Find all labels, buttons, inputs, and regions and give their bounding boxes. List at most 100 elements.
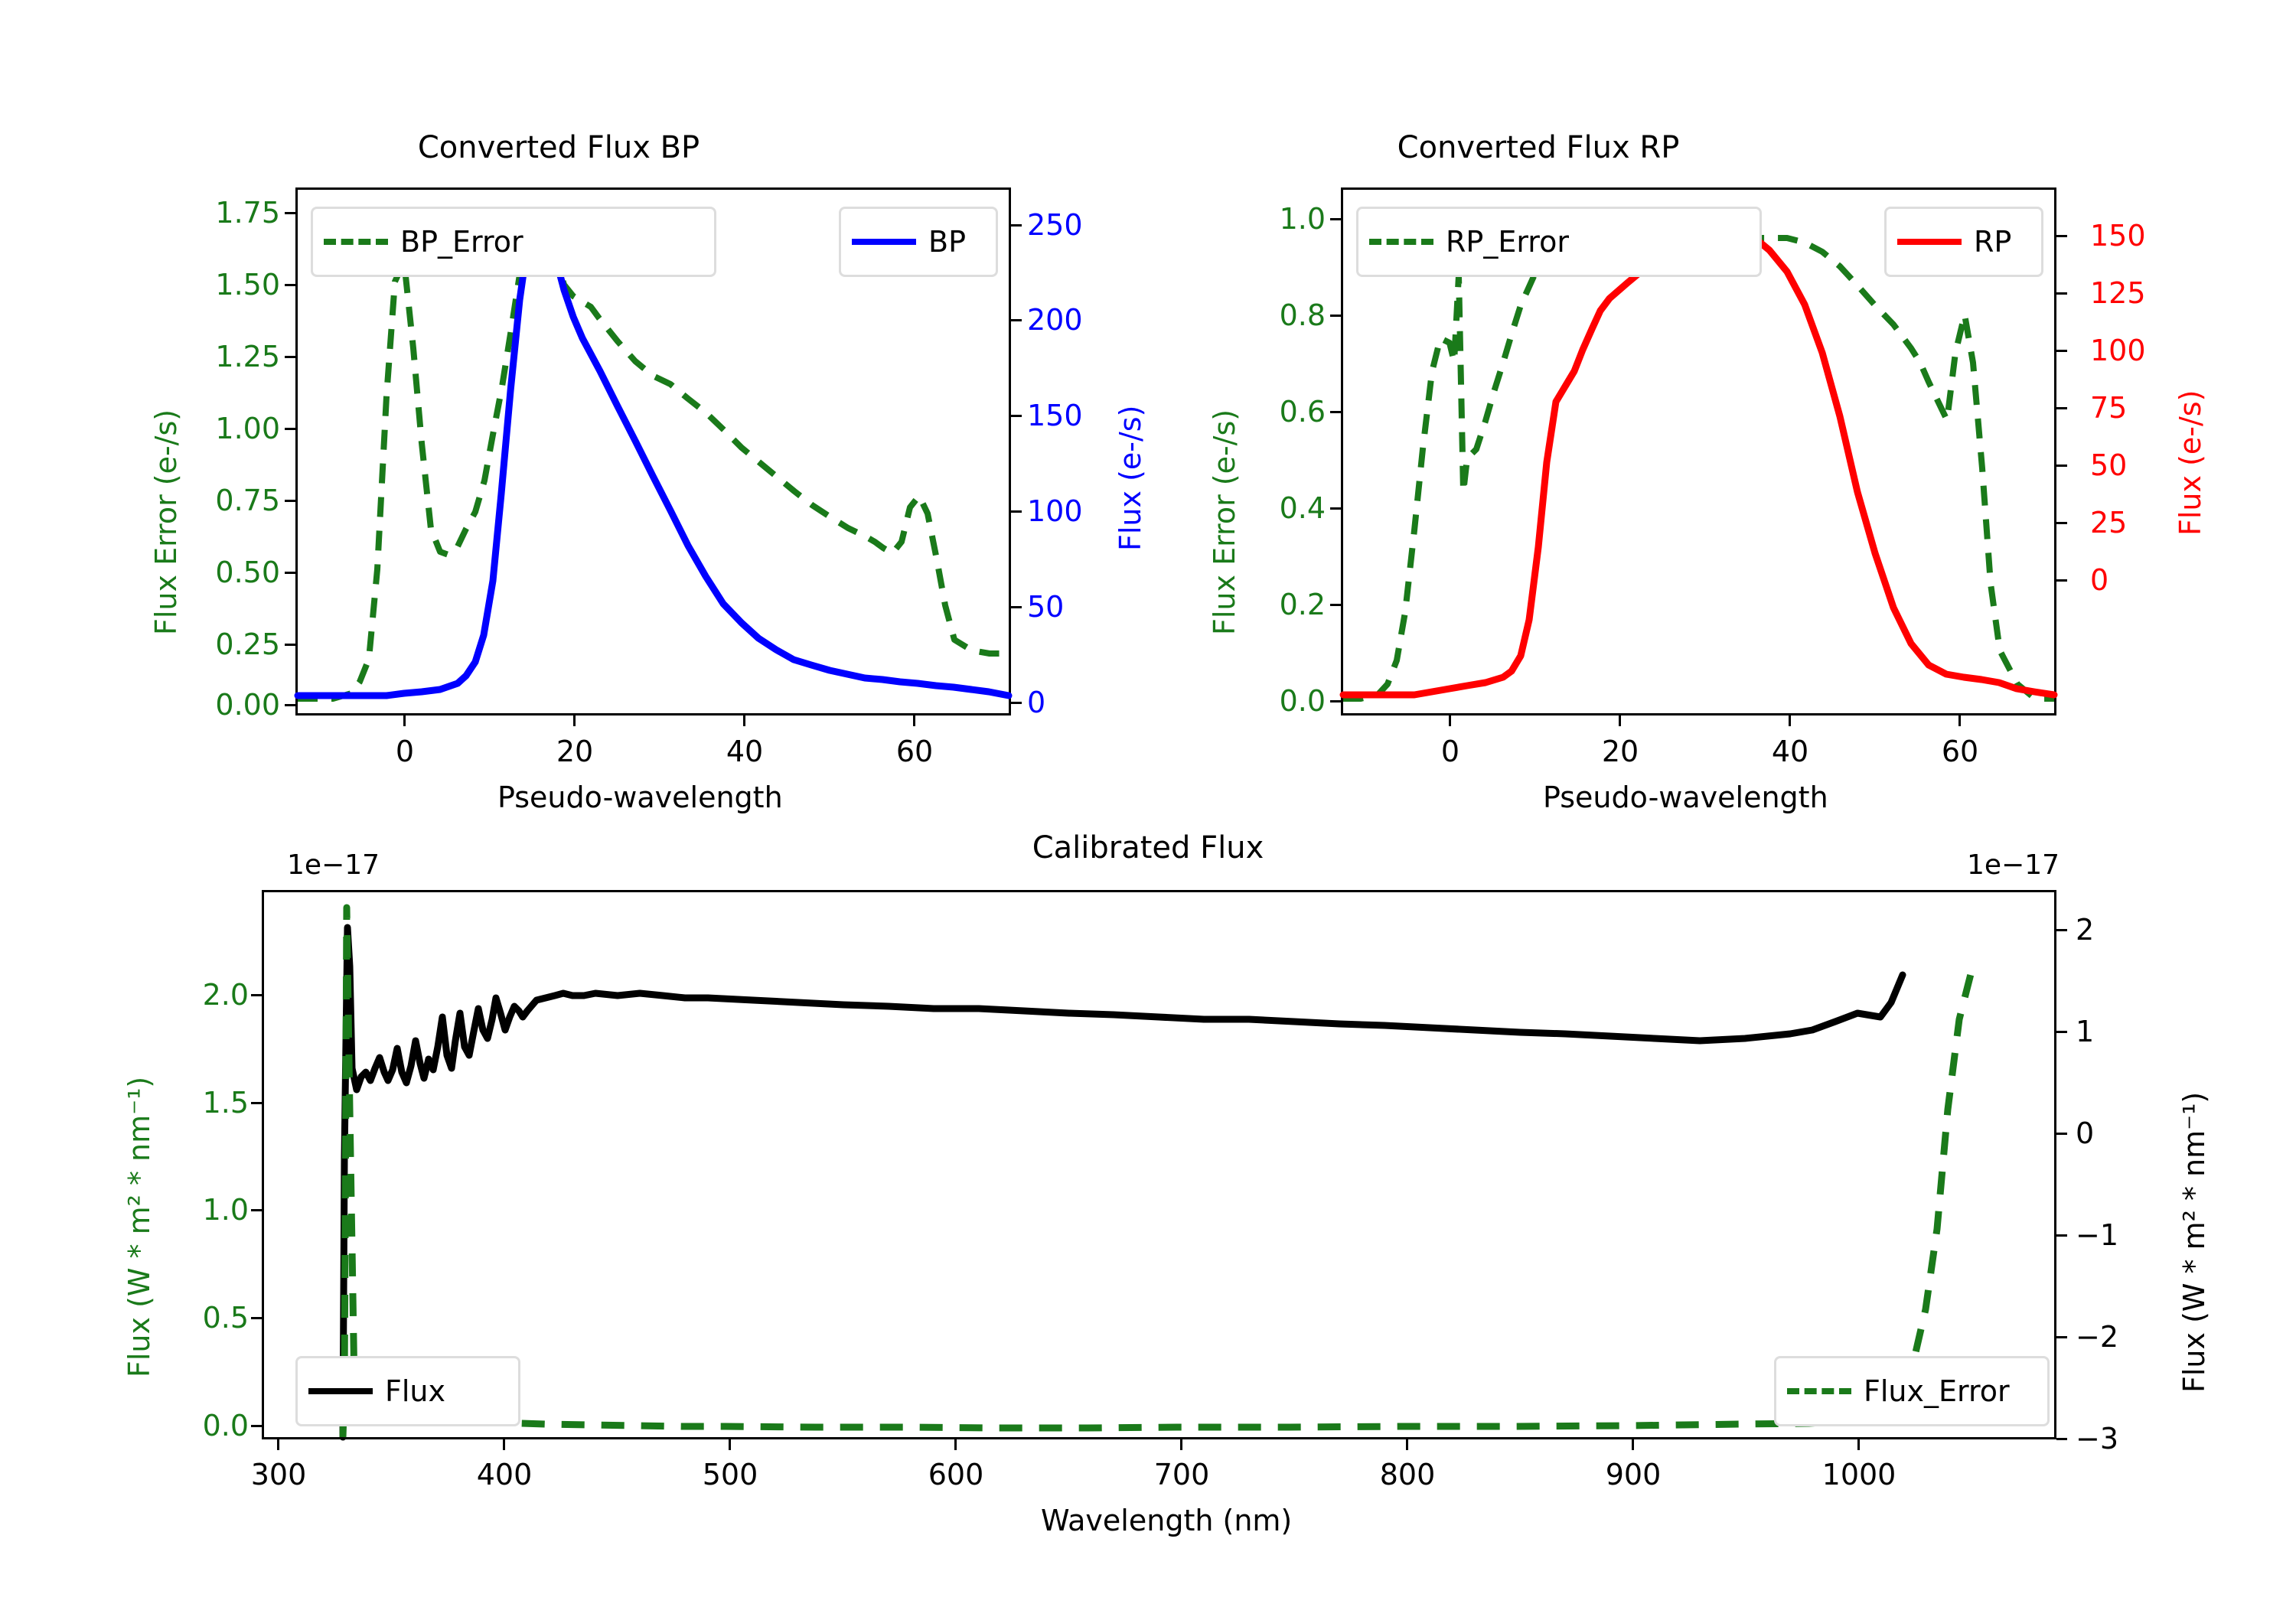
calibrated-ytick-right-2: 2 — [2076, 913, 2095, 947]
calibrated-ytick-mark — [251, 1317, 262, 1319]
bp-xtick-mark — [403, 715, 406, 726]
calibrated-right-offset-exponent: 1e−17 — [1967, 849, 2060, 881]
bp-axes-frame — [295, 187, 1011, 715]
rp-ytick-1-0: 1.0 — [1279, 202, 1326, 236]
bp-ytick-1-75: 1.75 — [215, 196, 280, 230]
calibrated-xtick-900: 900 — [1605, 1458, 1662, 1491]
rp-ytick-0-4: 0.4 — [1279, 491, 1326, 525]
calibrated-panel-title: Calibrated Flux — [1032, 830, 1264, 865]
calibrated-left-offset-exponent: 1e−17 — [287, 849, 380, 881]
bp-ylabel-right: Flux (e-/s) — [1114, 405, 1147, 551]
rp-xtick-40: 40 — [1771, 735, 1809, 768]
rp-flux-legend-label: RP — [1974, 225, 2012, 259]
rp-legend-error[interactable]: RP_Error — [1356, 207, 1762, 277]
bp-xtick-0: 0 — [395, 735, 415, 768]
calibrated-xtick-600: 600 — [928, 1458, 984, 1491]
bp-ytick-right-mark — [1011, 702, 1022, 704]
bp-ytick-right-mark — [1011, 415, 1022, 417]
rp-xtick-mark — [1958, 715, 1961, 726]
calibrated-xtick-mark — [729, 1439, 731, 1450]
bp-ytick-mark — [285, 284, 295, 286]
bp-ytick-mark — [285, 572, 295, 574]
rp-ytick-right-0: 0 — [2090, 563, 2109, 597]
bp-ytick-1-50: 1.50 — [215, 268, 280, 302]
calibrated-xtick-mark — [1180, 1439, 1182, 1450]
bp-ytick-0-00: 0.00 — [215, 688, 280, 722]
bp-legend-error[interactable]: BP_Error — [311, 207, 716, 277]
rp-xtick-0: 0 — [1440, 735, 1460, 768]
bp-xtick-mark — [573, 715, 576, 726]
rp-ytick-0-0: 0.0 — [1279, 684, 1326, 718]
bp-flux-curve — [294, 209, 1013, 699]
bp-ytick-right-50: 50 — [1027, 590, 1065, 624]
rp-ytick-mark — [1330, 315, 1341, 317]
calibrated-flux-error-legend-line — [1787, 1388, 1851, 1394]
calibrated-ytick-right-neg3: −3 — [2076, 1422, 2119, 1455]
calibrated-ytick-1-0: 1.0 — [202, 1193, 249, 1227]
bp-ytick-mark — [285, 500, 295, 502]
bp-ytick-mark — [285, 212, 295, 214]
rp-ytick-0-2: 0.2 — [1279, 588, 1326, 621]
calibrated-xtick-mark — [277, 1439, 279, 1450]
bp-ytick-right-100: 100 — [1027, 494, 1083, 528]
calibrated-ytick-right-mark — [2056, 1031, 2067, 1033]
calibrated-plot-curves — [339, 904, 1975, 1441]
calibrated-xtick-mark — [954, 1439, 957, 1450]
calibrated-xtick-700: 700 — [1153, 1458, 1210, 1491]
bp-xtick-40: 40 — [726, 735, 764, 768]
calibrated-ytick-right-mark — [2056, 1133, 2067, 1135]
bp-flux-legend-label: BP — [928, 225, 966, 259]
bp-ytick-1-00: 1.00 — [215, 412, 280, 445]
bp-legend-flux[interactable]: BP — [839, 207, 998, 277]
bp-panel-title: Converted Flux BP — [417, 130, 700, 165]
rp-xtick-mark — [1789, 715, 1791, 726]
calibrated-ytick-mark — [251, 1425, 262, 1427]
rp-error-legend-label: RP_Error — [1446, 225, 1569, 259]
rp-ytick-right-mark — [2056, 464, 2067, 467]
bp-xtick-mark — [743, 715, 745, 726]
calibrated-legend-flux-error[interactable]: Flux_Error — [1774, 1356, 2050, 1426]
rp-xtick-60: 60 — [1941, 735, 1979, 768]
calibrated-ytick-right-neg1: −1 — [2076, 1218, 2119, 1252]
rp-ylabel-right: Flux (e-/s) — [2174, 390, 2207, 536]
calibrated-xtick-800: 800 — [1379, 1458, 1436, 1491]
rp-flux-legend-line — [1897, 239, 1962, 245]
calibrated-ylabel-right: Flux (W * m² * nm⁻¹) — [2177, 1091, 2211, 1393]
rp-panel-title: Converted Flux RP — [1397, 130, 1680, 165]
calibrated-ytick-mark — [251, 1209, 262, 1211]
bp-ytick-right-200: 200 — [1027, 303, 1083, 337]
bp-ytick-0-50: 0.50 — [215, 556, 280, 589]
rp-error-curve — [1343, 220, 2054, 702]
calibrated-xtick-300: 300 — [250, 1458, 307, 1491]
bp-xtick-mark — [913, 715, 915, 726]
rp-ytick-0-6: 0.6 — [1279, 395, 1326, 429]
calibrated-ytick-0-0: 0.0 — [202, 1409, 249, 1442]
calibrated-xtick-mark — [503, 1439, 505, 1450]
calibrated-xlabel: Wavelength (nm) — [1041, 1504, 1293, 1537]
calibrated-legend-flux[interactable]: Flux — [295, 1356, 520, 1426]
bp-error-curve — [298, 217, 1009, 702]
rp-ytick-right-mark — [2056, 522, 2067, 524]
bp-ylabel-left: Flux Error (e-/s) — [149, 409, 183, 635]
bp-ytick-right-mark — [1011, 606, 1022, 608]
rp-legend-flux[interactable]: RP — [1884, 207, 2043, 277]
rp-ytick-right-150: 150 — [2090, 219, 2146, 253]
bp-xtick-60: 60 — [895, 735, 934, 768]
rp-ytick-0-8: 0.8 — [1279, 298, 1326, 332]
bp-ytick-right-mark — [1011, 510, 1022, 513]
calibrated-xtick-mark — [1406, 1439, 1408, 1450]
rp-ylabel-left: Flux Error (e-/s) — [1208, 409, 1241, 635]
rp-ytick-right-mark — [2056, 579, 2067, 582]
calibrated-flux-error-legend-label: Flux_Error — [1864, 1374, 2010, 1408]
rp-ytick-right-50: 50 — [2090, 448, 2128, 482]
bp-ytick-right-0: 0 — [1027, 686, 1046, 719]
calibrated-ytick-right-mark — [2056, 1234, 2067, 1237]
bp-xlabel: Pseudo-wavelength — [497, 781, 783, 814]
bp-ytick-right-mark — [1011, 319, 1022, 321]
calibrated-ytick-right-mark — [2056, 1438, 2067, 1440]
bp-ytick-mark — [285, 356, 295, 358]
rp-ytick-right-100: 100 — [2090, 334, 2146, 367]
rp-axes-frame — [1341, 187, 2056, 715]
calibrated-ytick-right-mark — [2056, 1336, 2067, 1338]
calibrated-ytick-2-0: 2.0 — [202, 978, 249, 1012]
